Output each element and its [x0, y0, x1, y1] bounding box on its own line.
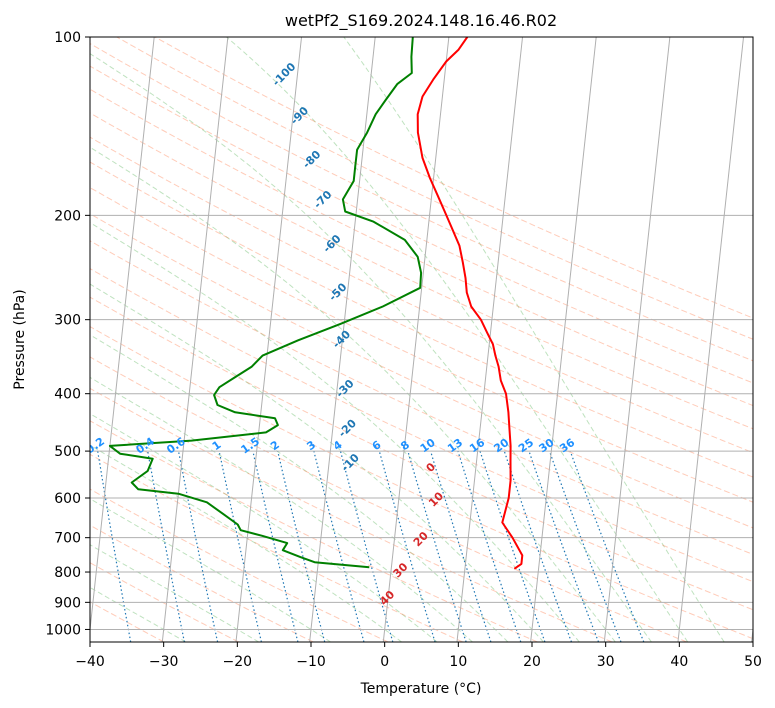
mixing-ratio-line — [407, 450, 467, 642]
mixing-ratio-line — [218, 450, 262, 642]
y-tick-label: 600 — [54, 491, 81, 507]
y-axis-label: Pressure (hPa) — [12, 289, 28, 389]
x-tick-label: −30 — [149, 654, 179, 670]
x-tick-label: 30 — [597, 654, 615, 670]
dry-adiabat-line — [90, 420, 538, 642]
mixing-ratio-line — [147, 450, 185, 642]
dry-adiabat-line — [90, 213, 753, 529]
mixing-ratio-line — [548, 450, 622, 642]
dry-adiabat-line — [90, 326, 753, 640]
y-tick-label: 100 — [54, 30, 81, 46]
x-tick-label: 0 — [380, 654, 389, 670]
temperature-line — [416, 37, 524, 570]
isotherm-gridline — [677, 37, 745, 642]
x-axis-label: Temperature (°C) — [360, 681, 482, 697]
isotherm-gridline — [603, 37, 671, 642]
moist-adiabat-line — [90, 334, 509, 642]
isotherm-gridline — [235, 37, 303, 642]
x-tick-label: −20 — [223, 654, 253, 670]
moist-adiabat-line — [90, 146, 616, 642]
moist-adiabat-line — [90, 376, 473, 642]
moist-adiabat-line — [90, 586, 187, 642]
chart-title: wetPf2_S169.2024.148.16.46.R02 — [285, 11, 557, 31]
moist-adiabat-line — [90, 222, 580, 642]
moist-adiabat-line — [90, 283, 544, 642]
dewpoint-line — [108, 37, 423, 569]
dry-adiabat-line — [90, 187, 753, 503]
moist-adiabat-line — [90, 53, 652, 642]
y-tick-label: 500 — [54, 444, 81, 460]
dry-adiabat-line — [90, 524, 314, 642]
y-tick-label: 800 — [54, 565, 81, 581]
y-tick-label: 700 — [54, 531, 81, 547]
x-tick-label: −10 — [296, 654, 326, 670]
dry-adiabat-line — [90, 356, 687, 642]
dry-adiabats — [90, 37, 753, 642]
mixing-ratio-line — [378, 450, 436, 642]
mixing-ratio-line — [457, 450, 522, 642]
dry-adiabat-line — [90, 453, 463, 642]
plot-frame — [89, 36, 754, 643]
mixing-ratio-line — [177, 450, 219, 642]
y-tick-label: 1000 — [45, 622, 81, 638]
moist-adiabat-line — [90, 413, 438, 642]
x-tick-label: −40 — [75, 654, 105, 670]
dry-adiabat-line — [90, 562, 239, 642]
mixing-ratio-line — [503, 450, 573, 642]
isotherm-gridline — [382, 37, 450, 642]
moist-adiabat-line — [343, 37, 725, 642]
y-tick-label: 200 — [54, 208, 81, 224]
y-tick-label: 900 — [54, 595, 81, 611]
isotherm-gridline — [90, 37, 155, 635]
x-tick-label: 50 — [744, 654, 762, 670]
dry-adiabat-line — [90, 88, 753, 407]
mixing-ratio-line — [252, 450, 299, 642]
y-axis: 100 200 300 400 500 600 700 800 900 1000 — [45, 30, 90, 638]
x-tick-label: 20 — [523, 654, 541, 670]
mixing-ratio-line — [528, 450, 600, 642]
series-layer — [108, 37, 524, 570]
y-tick-label: 400 — [54, 387, 81, 403]
moist-adiabats — [90, 37, 725, 642]
y-tick-label: 300 — [54, 313, 81, 329]
x-tick-label: 10 — [449, 654, 467, 670]
x-tick-label: 40 — [670, 654, 688, 670]
dry-adiabat-line — [90, 387, 613, 642]
dry-adiabat-line — [90, 112, 753, 430]
dry-adiabat-line — [90, 136, 753, 454]
x-axis: −40 −30 −20 −10 0 10 20 30 40 50 — [75, 642, 762, 670]
mixing-ratio-line — [277, 450, 326, 642]
mixing-ratio-line — [430, 450, 492, 642]
dry-adiabat-line — [90, 268, 753, 583]
dry-adiabat-line — [90, 43, 753, 362]
moist-adiabat-line — [226, 37, 689, 642]
isotherm-gridline — [161, 37, 229, 642]
isotherm-gridline — [530, 37, 597, 642]
dry-adiabat-line — [90, 240, 753, 555]
plot-area: -100-90-80-70-60-50-40-30-20-100.10.20.4… — [90, 37, 753, 642]
mixing-ratio-line — [479, 450, 546, 642]
dry-adiabat-line — [154, 37, 753, 319]
dry-adiabat-line — [90, 161, 753, 478]
